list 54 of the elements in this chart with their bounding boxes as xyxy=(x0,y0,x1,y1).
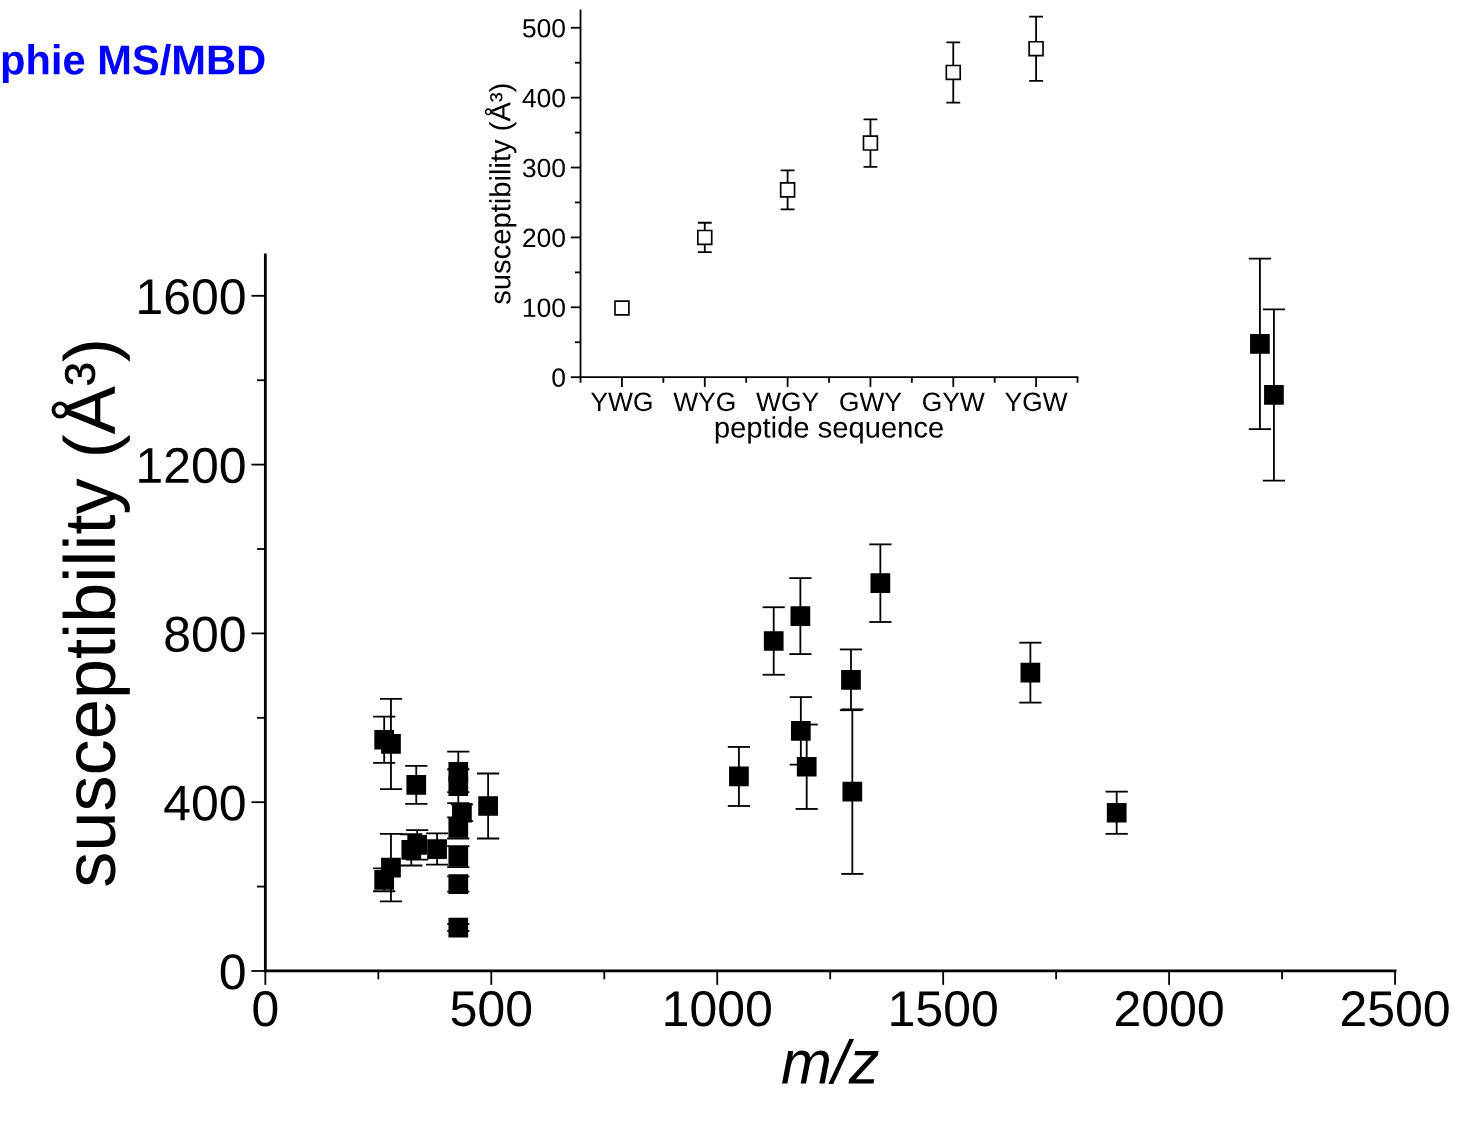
y-tick-label: 0 xyxy=(552,368,565,388)
x-tick-label: GYW xyxy=(923,392,985,412)
y-tick-label: 0 xyxy=(220,954,245,990)
x-tick-label: 1500 xyxy=(891,991,997,1027)
point xyxy=(381,734,401,754)
y-tick-label: 200 xyxy=(523,228,565,248)
x-tick-label: 0 xyxy=(253,991,278,1027)
y-tick-label: 400 xyxy=(164,785,245,821)
point xyxy=(796,756,817,777)
point xyxy=(406,775,427,795)
y-tick-label: 100 xyxy=(523,298,565,318)
point xyxy=(790,606,811,626)
y-axis-title: susceptibility (Å³) xyxy=(51,342,130,886)
point xyxy=(1020,662,1041,683)
point xyxy=(696,229,713,246)
point xyxy=(427,839,447,859)
point xyxy=(1250,334,1270,354)
x-tick-label: 2500 xyxy=(1341,991,1449,1027)
y-axis-title: susceptibility (Å³) xyxy=(484,84,517,304)
point xyxy=(870,573,891,594)
y-tick-label: 400 xyxy=(522,88,565,108)
point xyxy=(790,721,811,741)
point xyxy=(448,776,469,797)
point xyxy=(1106,802,1127,823)
point xyxy=(1264,385,1284,405)
point xyxy=(945,64,962,81)
point xyxy=(842,781,863,802)
point xyxy=(448,917,469,938)
x-axis-title: m/z xyxy=(781,1039,879,1084)
x-tick-label: YGW xyxy=(1005,392,1068,412)
point xyxy=(407,834,428,855)
x-tick-label: WYG xyxy=(673,392,735,412)
y-tick-label: 1600 xyxy=(139,279,245,315)
point xyxy=(862,135,879,151)
y-tick-label: 300 xyxy=(522,158,565,178)
point xyxy=(729,766,749,787)
x-tick-label: 1000 xyxy=(665,991,771,1027)
point xyxy=(763,631,784,651)
x-tick-label: YWG xyxy=(591,392,652,412)
point xyxy=(779,182,796,198)
point xyxy=(478,796,498,816)
chart-title: phie MS/MBD xyxy=(2,44,265,83)
x-tick-label: GWY xyxy=(840,392,902,412)
point xyxy=(841,669,861,690)
x-axis-title: peptide sequence xyxy=(715,416,943,444)
x-tick-label: 2000 xyxy=(1116,991,1223,1027)
point xyxy=(1028,40,1044,57)
x-tick-label: WGY xyxy=(756,392,819,412)
y-tick-label: 800 xyxy=(165,616,245,653)
x-tick-label: 500 xyxy=(451,991,532,1027)
point xyxy=(614,300,630,316)
y-tick-label: 500 xyxy=(522,18,565,38)
point xyxy=(381,857,401,878)
y-tick-label: 1200 xyxy=(139,447,245,484)
